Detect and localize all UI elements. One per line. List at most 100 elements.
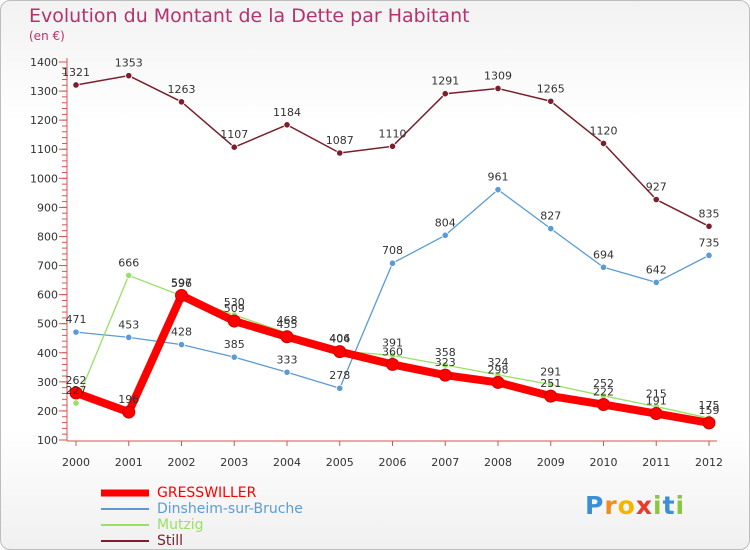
data-label: 735	[699, 236, 720, 249]
legend-label: Still	[157, 533, 184, 549]
data-label: 1265	[537, 82, 565, 95]
data-point	[438, 368, 452, 382]
legend-label: Mutzig	[157, 517, 204, 533]
data-label: 1309	[484, 69, 512, 82]
data-point	[388, 142, 397, 150]
logo-letter: o	[617, 491, 636, 520]
data-point	[122, 405, 136, 419]
data-label: 278	[329, 369, 350, 382]
data-point	[597, 398, 610, 412]
data-label: 530	[224, 296, 245, 309]
logo-letter: P	[585, 491, 605, 520]
x-tick-label: 2007	[431, 456, 459, 469]
data-label: 358	[435, 346, 456, 359]
data-point	[547, 225, 555, 233]
data-label: 804	[435, 216, 456, 229]
data-label: 1110	[379, 127, 407, 140]
legend-label: GRESSWILLER	[157, 485, 257, 501]
series-line	[75, 74, 710, 228]
data-label: 428	[171, 326, 192, 339]
data-label: 455	[277, 318, 298, 331]
data-point	[705, 251, 713, 259]
data-label: 215	[646, 388, 667, 401]
logo-letter: t	[662, 491, 676, 520]
data-label: 191	[646, 395, 667, 408]
data-point	[705, 222, 713, 230]
data-label: 391	[382, 336, 403, 349]
y-tick-label: 1400	[30, 56, 58, 69]
x-tick-label: 2008	[484, 456, 512, 469]
data-point	[652, 195, 660, 204]
data-point	[494, 84, 502, 93]
data-point	[652, 278, 660, 287]
logo-letter: r	[604, 491, 618, 520]
data-label: 1184	[273, 106, 301, 119]
data-point	[547, 380, 555, 389]
data-point	[72, 399, 80, 407]
data-point	[175, 288, 188, 302]
chart-title: Evolution du Montant de la Dette par Hab…	[29, 5, 470, 27]
data-label: 642	[646, 263, 667, 276]
y-tick-label: 800	[37, 230, 58, 243]
logo-letter: i	[675, 491, 686, 520]
data-label: 708	[382, 244, 403, 257]
data-label: 835	[699, 207, 720, 220]
data-point	[336, 149, 344, 157]
data-point	[125, 72, 133, 80]
y-tick-label: 1200	[30, 114, 58, 127]
data-label: 251	[540, 377, 561, 390]
data-point	[599, 263, 608, 271]
data-label: 323	[435, 356, 456, 369]
data-point	[599, 139, 608, 148]
data-label: 262	[66, 374, 87, 387]
data-point	[336, 384, 344, 392]
y-tick-label: 200	[37, 405, 58, 418]
data-point	[230, 353, 238, 361]
x-tick-label: 2002	[168, 456, 196, 469]
legend-label: Dinsheim-sur-Bruche	[157, 501, 303, 517]
legend-item: Still	[101, 533, 361, 549]
data-label: 1120	[590, 124, 618, 137]
data-label: 159	[699, 404, 720, 417]
data-label: 1291	[431, 75, 459, 88]
data-point	[69, 386, 83, 400]
data-point	[544, 389, 558, 403]
legend-item: GRESSWILLER	[101, 485, 361, 501]
data-label: 406	[329, 332, 350, 345]
data-point	[494, 186, 502, 194]
data-label: 1353	[115, 57, 143, 70]
data-point	[386, 357, 399, 371]
data-label: 509	[224, 302, 245, 315]
data-point	[388, 259, 397, 267]
x-tick-label: 2000	[62, 456, 90, 469]
data-label: 324	[488, 356, 509, 369]
y-tick-label: 300	[37, 376, 58, 389]
chart-subtitle: (en €)	[29, 29, 65, 43]
legend-swatch	[101, 508, 149, 510]
legend-swatch	[101, 524, 149, 526]
legend: GRESSWILLER Dinsheim-sur-Bruche Mutzig Stil…	[101, 485, 361, 549]
data-point	[547, 97, 555, 105]
data-point	[441, 90, 449, 98]
data-point	[230, 143, 238, 151]
data-point	[177, 98, 186, 106]
y-tick-label: 700	[37, 260, 58, 273]
data-label: 694	[593, 248, 614, 261]
data-point	[441, 231, 449, 239]
data-label: 1321	[62, 66, 90, 79]
data-point	[649, 407, 663, 421]
series-dinsheim-sur-bruche	[72, 186, 713, 392]
series-gresswiller	[69, 288, 716, 430]
series-still	[72, 72, 713, 230]
data-point	[227, 314, 241, 328]
data-point	[333, 345, 347, 359]
data-point	[702, 416, 716, 430]
data-label: 597	[171, 276, 192, 289]
data-label: 175	[699, 399, 720, 412]
data-label: 298	[488, 363, 509, 376]
x-tick-label: 2010	[590, 456, 618, 469]
y-tick-label: 100	[37, 434, 58, 447]
y-tick-label: 900	[37, 201, 58, 214]
